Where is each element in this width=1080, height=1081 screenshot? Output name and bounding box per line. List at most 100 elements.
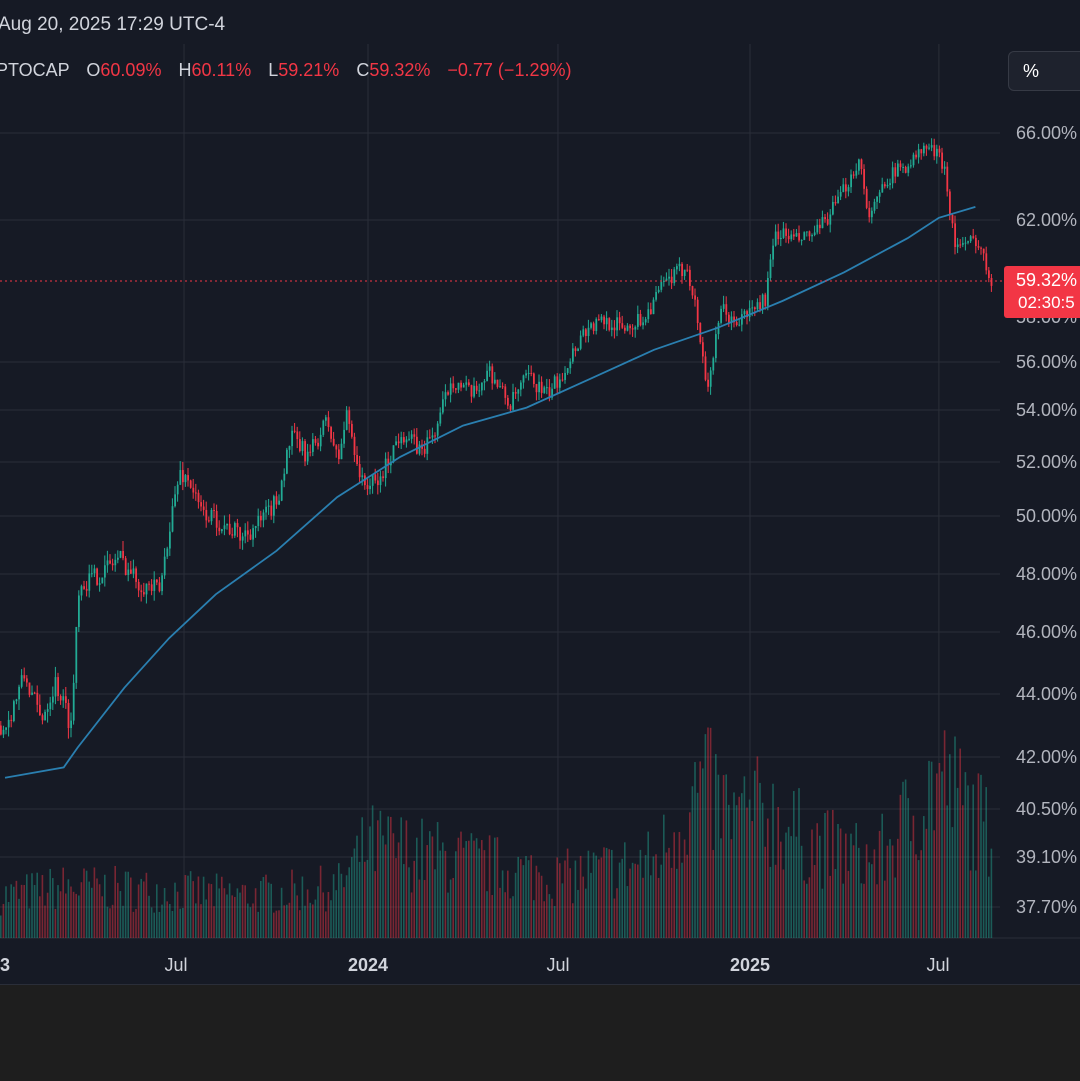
candle-body [52, 696, 54, 703]
candle-body [275, 496, 278, 505]
volume-bar [117, 882, 119, 938]
volume-bar [722, 775, 725, 938]
candle-body [728, 314, 730, 323]
volume-bar [702, 768, 704, 938]
candle-body [777, 231, 780, 240]
candle-body [301, 441, 304, 452]
volume-bar [54, 908, 57, 938]
volume-bar [574, 860, 577, 938]
volume-bar [720, 838, 722, 938]
candle-body [915, 154, 917, 158]
volume-bar [384, 844, 387, 938]
candle-body [821, 217, 824, 229]
candle-body [530, 372, 533, 374]
candle-body [15, 699, 18, 702]
candle-body [787, 235, 790, 240]
volume-bar [644, 855, 647, 938]
candle-body [101, 577, 104, 584]
candle-body [572, 348, 574, 362]
candle-body [400, 437, 403, 444]
volume-bar [226, 894, 228, 938]
candle-body [769, 259, 772, 278]
candle-body [559, 379, 561, 388]
volume-bar [447, 892, 449, 938]
volume-bar [104, 874, 106, 938]
price-chart[interactable]: 66.00% 62.00% 56.00% 54.00% 52.00% 50.00% 48.0… [0, 44, 1080, 984]
volume-bar [397, 842, 400, 938]
volume-bar [444, 850, 447, 938]
volume-bar [371, 805, 374, 938]
candle-body [2, 729, 5, 735]
volume-bar [327, 891, 330, 938]
candle-body [397, 441, 400, 444]
candle-body [712, 358, 715, 371]
volume-bar [878, 830, 881, 938]
low-label: L [268, 60, 279, 80]
volume-bar [304, 905, 306, 938]
volume-bar [629, 868, 631, 938]
y-axis-label: 39.10% [1016, 847, 1077, 867]
volume-bar [603, 847, 605, 938]
candle-body [249, 534, 252, 540]
candle-body [447, 392, 449, 395]
candle-body [325, 417, 327, 421]
candle-body [845, 184, 847, 192]
volume-bar [933, 830, 935, 938]
volume-bar [754, 770, 756, 938]
candle-body [241, 536, 244, 541]
candle-body [956, 244, 959, 248]
volume-bar [49, 868, 51, 938]
candle-body [673, 269, 676, 284]
candle-body [650, 309, 652, 315]
volume-bar [686, 854, 688, 938]
candle-body [533, 373, 535, 384]
candle-body [163, 556, 166, 576]
volume-bar [715, 754, 717, 938]
candle-body [902, 166, 904, 168]
candle-body [920, 149, 923, 154]
volume-bar [543, 901, 545, 938]
candle-body [382, 476, 384, 479]
volume-bar [65, 893, 67, 938]
chart-area[interactable]: 66.00% 62.00% 56.00% 54.00% 52.00% 50.00% 48.0… [0, 44, 1080, 984]
candle-body [839, 191, 842, 197]
volume-bar [886, 845, 889, 938]
candle-body [202, 506, 205, 510]
volume-bar [192, 881, 194, 938]
candle-body [481, 382, 483, 391]
volume-bar [114, 865, 116, 938]
volume-bar [364, 861, 366, 938]
candle-body [582, 329, 585, 336]
candle-body [371, 474, 374, 486]
volume-bar [938, 762, 941, 938]
candle-body [83, 586, 85, 589]
volume-bar [210, 884, 213, 938]
candle-body [683, 269, 686, 277]
volume-bar [811, 829, 813, 938]
percent-scale-button[interactable]: % [1008, 51, 1080, 91]
candle-body [36, 692, 39, 705]
candle-body [59, 696, 62, 701]
candle-body [936, 148, 938, 157]
candle-body [605, 318, 608, 325]
candle-body [923, 145, 925, 154]
volume-bar [540, 875, 543, 938]
volume-bar [78, 895, 80, 938]
volume-bar [96, 878, 98, 938]
candle-body [938, 148, 941, 153]
volume-bar [67, 879, 70, 938]
candle-body [665, 278, 668, 281]
candle-body [618, 317, 621, 324]
candle-body [990, 277, 993, 286]
candle-body [215, 510, 218, 528]
volume-bar [850, 833, 852, 938]
volume-bar [884, 880, 886, 938]
candle-body [491, 366, 494, 384]
x-axis-label: Jul [546, 955, 569, 975]
volume-bar [691, 786, 694, 938]
volume-bar [561, 883, 564, 938]
volume-bar [728, 804, 730, 938]
volume-bar [119, 891, 122, 938]
volume-bar [241, 884, 244, 938]
volume-bar [478, 848, 480, 938]
